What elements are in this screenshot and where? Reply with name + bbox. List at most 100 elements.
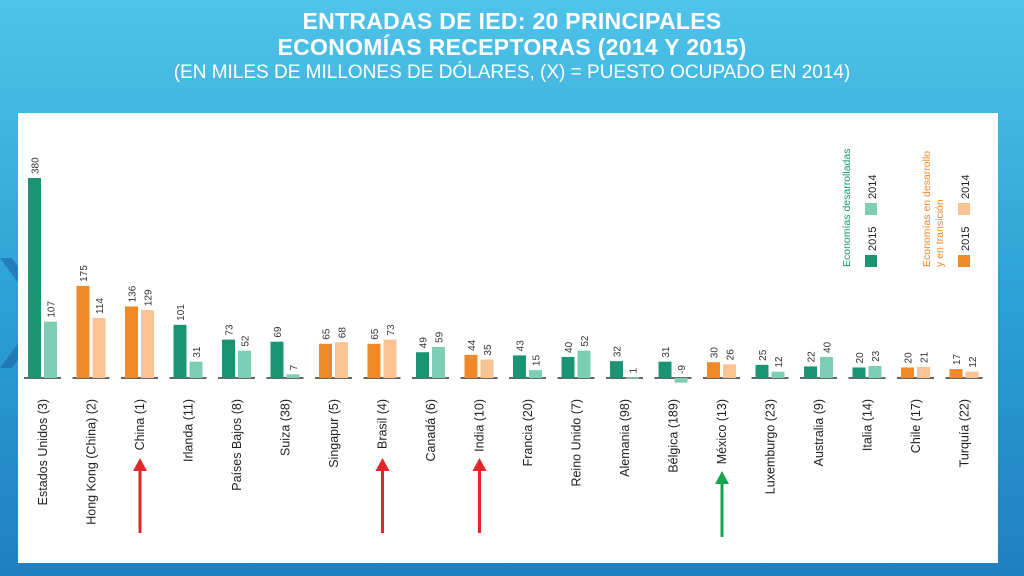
category-label: Chile (17) [909, 399, 923, 453]
legend-label-developing-2014: 2014 [960, 175, 972, 199]
value-label-2014: 107 [47, 301, 58, 318]
bar-2014 [723, 364, 736, 378]
value-label-2014: 15 [532, 355, 543, 367]
title-line-3: (EN MILES DE MILLONES DE DÓLARES, (X) = … [173, 62, 851, 83]
legend-label-developed-2015: 2015 [867, 227, 879, 251]
value-label-2014: -9 [677, 365, 688, 374]
legend-swatch-developed-2014 [865, 203, 877, 215]
value-label-2014: 68 [338, 327, 349, 339]
bar-2014 [965, 371, 979, 378]
slide-title: ENTRADAS DE IED: 20 PRINCIPALES ECONOMÍA… [0, 8, 1024, 86]
bar-2014 [771, 371, 785, 378]
bar-2014 [626, 377, 639, 379]
bar-2014 [432, 346, 445, 378]
legend-label-developed-2014: 2014 [867, 175, 879, 199]
bar-2015 [513, 355, 526, 378]
legend-title-developing-line1: Economías en desarrollo [921, 151, 933, 267]
bar-2014 [868, 365, 882, 378]
category-label: Australia (9) [812, 399, 826, 466]
bar-2015 [949, 369, 963, 378]
bar-2015 [755, 364, 769, 378]
category-label: Alemania (98) [618, 399, 632, 477]
category-label: Reino Unido (7) [570, 399, 584, 487]
value-label-2015: 136 [128, 285, 139, 302]
bar-2015 [561, 356, 575, 378]
category-label: Turquía (22) [958, 399, 972, 467]
bar-2014 [917, 366, 930, 378]
value-label-2014: 73 [386, 324, 397, 336]
category-label: Bélgica (189) [667, 399, 681, 473]
legend-swatch-developing-2015 [958, 255, 970, 267]
category-label: Suiza (38) [279, 399, 293, 456]
category-label: Francia (20) [521, 399, 535, 466]
value-label-2015: 65 [322, 328, 333, 340]
value-label-2015: 40 [564, 341, 575, 353]
value-label-2015: 25 [758, 349, 769, 361]
title-line-1: ENTRADAS DE IED: 20 PRINCIPALES [302, 8, 722, 34]
category-label: Singapur (5) [327, 399, 341, 468]
category-label: China (1) [133, 399, 147, 450]
bar-2015 [658, 361, 672, 378]
highlight-arrow-head [472, 458, 487, 471]
bar-2014 [480, 359, 494, 378]
category-label: Brasil (4) [376, 399, 390, 449]
bar-2015 [367, 343, 381, 378]
value-label-2015: 20 [904, 352, 915, 364]
chart-panel: 380 107 Estados Unidos (3) 175 114 Hong Kong … [18, 113, 998, 563]
value-label-2015: 65 [370, 328, 381, 340]
bar-2015 [76, 285, 90, 378]
value-label-2014: 7 [289, 364, 300, 370]
bar-2014 [189, 361, 203, 378]
legend-swatch-developed-2015 [865, 255, 877, 267]
category-label: Países Bajos (8) [230, 399, 244, 491]
value-label-2015: 20 [855, 352, 866, 364]
value-label-2015: 31 [661, 346, 672, 358]
category-label: Irlanda (11) [182, 399, 196, 462]
value-label-2015: 380 [31, 157, 42, 174]
bar-2015 [464, 354, 478, 378]
value-label-2015: 22 [807, 351, 818, 363]
value-label-2015: 44 [467, 339, 478, 351]
bar-2015 [222, 339, 235, 378]
value-label-2015: 32 [613, 346, 624, 358]
value-label-2015: 101 [176, 304, 187, 321]
bar-2014 [529, 370, 542, 378]
bar-2014 [44, 321, 57, 378]
value-label-2014: 21 [920, 351, 931, 363]
value-label-2015: 49 [419, 337, 430, 349]
bar-2014 [335, 342, 348, 378]
value-label-2014: 59 [435, 331, 446, 343]
highlight-arrow-head [133, 458, 147, 471]
bar-2015 [270, 341, 284, 378]
category-label: Hong Kong (China) (2) [85, 399, 99, 525]
title-line-2: ECONOMÍAS RECEPTORAS (2014 Y 2015) [277, 34, 747, 60]
value-label-2014: 114 [95, 298, 106, 314]
value-label-2015: 73 [225, 324, 236, 336]
value-label-2014: 23 [871, 350, 882, 362]
value-label-2015: 17 [952, 353, 963, 365]
fdi-bar-chart: 380 107 Estados Unidos (3) 175 114 Hong Kong … [24, 149, 983, 537]
bar-2015 [28, 178, 41, 378]
category-label: Luxemburgo (23) [764, 399, 778, 494]
bar-2015 [901, 367, 914, 378]
category-label: Italia (14) [861, 399, 875, 451]
bar-2014 [577, 350, 591, 378]
category-label: Estados Unidos (3) [36, 399, 50, 505]
legend-swatch-developing-2014 [958, 203, 970, 215]
value-label-2014: 35 [483, 344, 494, 356]
bar-2015 [610, 361, 623, 378]
bar-2015 [416, 352, 429, 378]
bar-2014 [383, 339, 397, 378]
bar-2014 [238, 350, 251, 378]
value-label-2014: 31 [192, 346, 203, 358]
bar-2015 [125, 306, 138, 378]
value-label-2015: 175 [79, 265, 90, 282]
legend-title-developing-line2: y en transición [934, 199, 946, 267]
highlight-arrow-head [375, 458, 390, 471]
bar-2015 [707, 362, 720, 378]
value-label-2014: 12 [968, 356, 979, 368]
value-label-2015: 43 [516, 340, 527, 352]
value-label-2014: 12 [774, 356, 785, 368]
legend-label-developing-2015: 2015 [960, 227, 972, 251]
value-label-2014: 52 [241, 335, 252, 347]
